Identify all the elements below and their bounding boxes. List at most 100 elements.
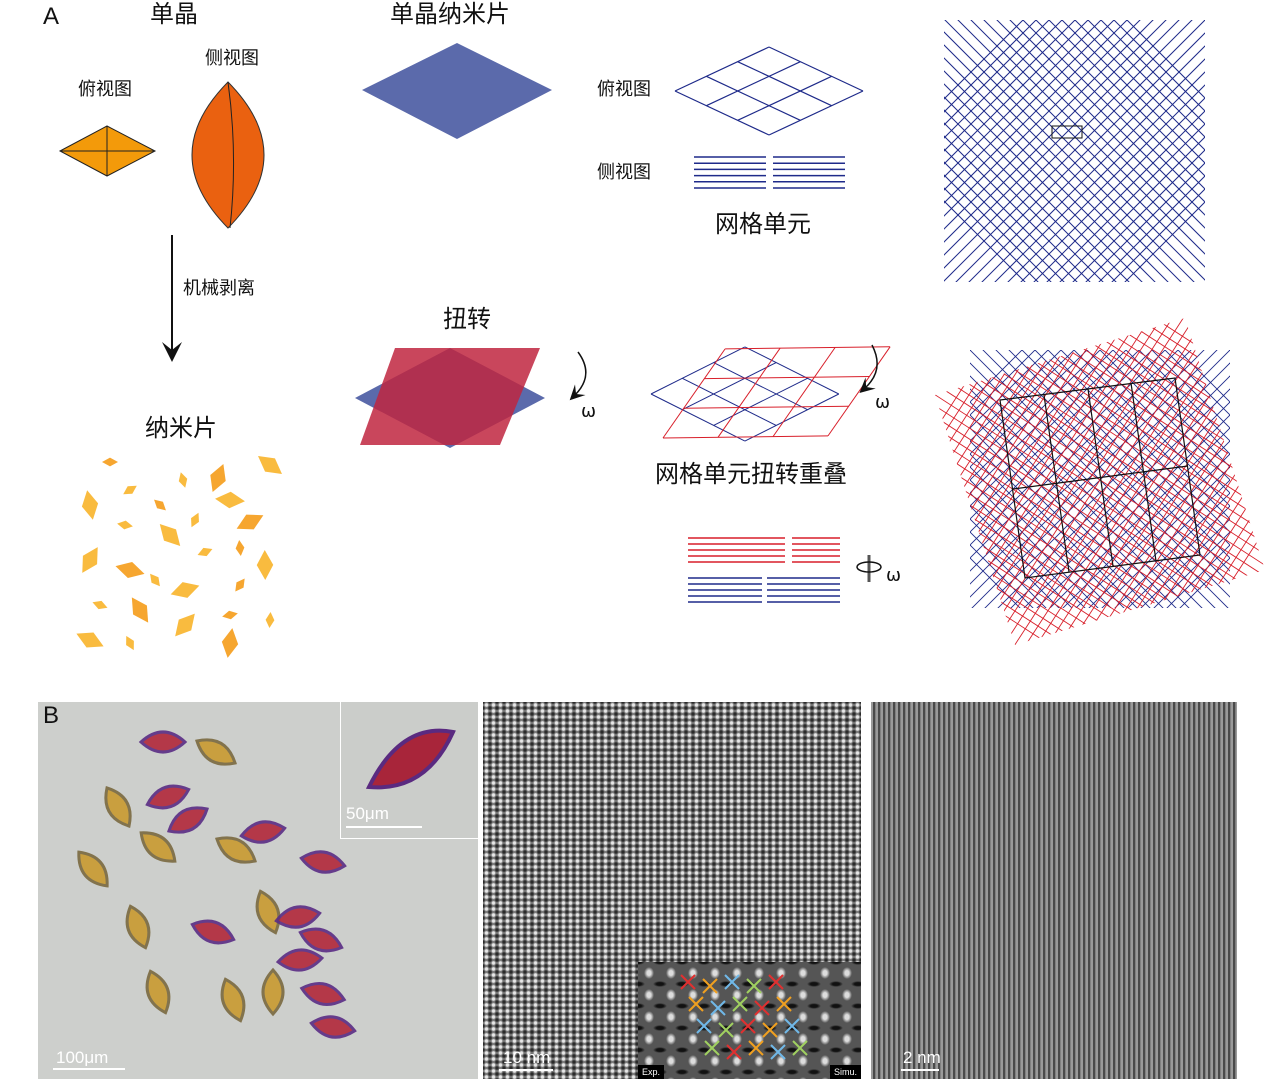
molecule <box>740 1018 756 1034</box>
crystal-leaf <box>190 919 236 945</box>
grid-line <box>772 347 836 437</box>
flake <box>123 485 137 495</box>
flake <box>92 600 108 610</box>
grid-line <box>706 61 801 107</box>
twisted-side-view <box>688 537 840 603</box>
exfoliation-label: 机械剥离 <box>183 278 255 299</box>
crystal-leaf <box>138 730 188 754</box>
rotation-arrow <box>859 344 878 394</box>
molecule <box>770 1044 786 1060</box>
grid-line <box>682 362 777 411</box>
rotation-axis-icon <box>856 555 882 582</box>
crystal-leaf <box>261 967 285 1017</box>
crystal-leaf <box>215 836 257 864</box>
molecule <box>724 974 740 990</box>
flake <box>235 540 245 556</box>
crystal-leaf <box>255 889 281 935</box>
grid-line <box>683 405 849 409</box>
flake <box>126 635 134 651</box>
inset-scale-bar <box>346 826 422 828</box>
grid-line <box>650 346 746 395</box>
grid-unit-title: 网格单元 <box>715 210 811 238</box>
molecule <box>762 1022 778 1038</box>
flake <box>178 472 188 488</box>
crystal-top-view <box>58 125 157 177</box>
flake <box>175 613 195 637</box>
flake <box>131 597 149 623</box>
grid-line <box>662 348 726 439</box>
flake <box>256 550 274 580</box>
omega-label: ω <box>886 565 902 586</box>
grid-line <box>650 393 746 442</box>
exp-tag: Exp. <box>638 1065 665 1079</box>
crystal-leaf <box>145 969 171 1015</box>
grid-line <box>717 347 781 438</box>
grid-top-view-label: 俯视图 <box>597 79 651 100</box>
panel-label-b: B <box>43 702 60 729</box>
scale-bar <box>53 1068 125 1070</box>
flake <box>210 463 226 493</box>
flake <box>236 514 264 530</box>
crystal-leaf <box>275 948 325 972</box>
crystal-leaf <box>220 977 246 1023</box>
flake <box>265 612 275 628</box>
grid-line <box>768 46 864 92</box>
hrtem-image: 2 nm <box>871 702 1237 1079</box>
flake <box>170 582 200 598</box>
hrtem-scale-bar <box>901 1069 939 1071</box>
tem-comparison-inset: Exp. Simu. <box>638 962 861 1079</box>
flake <box>191 512 199 528</box>
inset-scale-label: 50μm <box>346 804 389 823</box>
molecule-overlay <box>680 974 808 1060</box>
simu-tag: Simu. <box>829 1065 861 1079</box>
grid-unit-top-view <box>674 46 864 136</box>
molecule <box>726 1044 742 1060</box>
top-view-label: 俯视图 <box>78 79 132 100</box>
moire-supercell <box>999 377 1201 579</box>
flake <box>102 457 118 467</box>
side-view-label: 侧视图 <box>205 48 259 69</box>
molecule <box>732 996 748 1012</box>
crystal-leaf <box>274 905 322 929</box>
nanosheet-flakes <box>76 455 282 658</box>
twisted-grid-overlap <box>650 346 891 442</box>
molecule <box>696 1018 712 1034</box>
flake <box>222 610 238 620</box>
lattice-lines <box>944 20 1205 282</box>
nanosheets-title: 纳米片 <box>145 414 217 442</box>
crystal-leaf <box>145 784 191 810</box>
twist-title: 扭转 <box>443 305 491 333</box>
grid-line <box>827 346 891 437</box>
scale-label: 100μm <box>56 1048 109 1067</box>
tem-scale-bar <box>499 1069 553 1071</box>
crystal-leaf <box>125 904 151 950</box>
flake <box>221 628 239 658</box>
molecule <box>702 978 718 994</box>
unit-cell-marker <box>1051 125 1083 139</box>
nanosheet-title: 单晶纳米片 <box>390 0 510 28</box>
flake <box>117 520 133 530</box>
grid-line <box>704 376 870 380</box>
grid-line <box>737 75 832 121</box>
crystal-leaf <box>239 820 287 844</box>
twisted-overlap-title: 网格单元扭转重叠 <box>655 460 847 488</box>
flake <box>150 573 160 587</box>
grid-line <box>674 90 770 136</box>
tem-image: Exp. Simu. 10 nm <box>483 702 861 1079</box>
hrtem-scale-label: 2 nm <box>903 1048 941 1067</box>
crystal-leaf <box>195 738 237 766</box>
flake <box>154 499 166 511</box>
crystal-leaf <box>299 850 347 874</box>
flake <box>81 490 99 520</box>
flake <box>159 524 181 546</box>
crystal-leaves <box>77 730 357 1039</box>
grid-line <box>713 362 808 411</box>
inset-crystal <box>365 728 456 790</box>
flake <box>82 547 98 573</box>
lattice-blue-large <box>944 20 1205 282</box>
grid-line <box>674 46 770 92</box>
grid-line <box>725 346 891 350</box>
tem-scale-label: 10 nm <box>503 1048 551 1067</box>
molecule <box>748 1040 764 1056</box>
